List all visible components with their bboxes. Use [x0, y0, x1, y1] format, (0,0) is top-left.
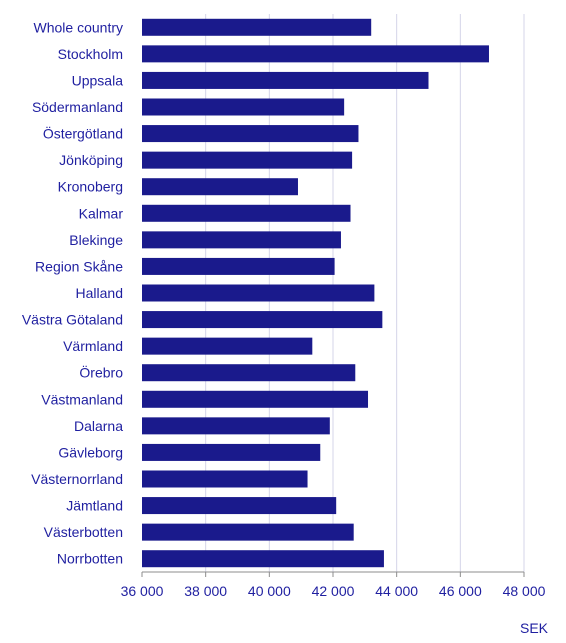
- bar: [142, 390, 369, 408]
- bar: [142, 71, 429, 89]
- category-label: Halland: [76, 285, 123, 301]
- bar: [142, 231, 341, 249]
- category-label: Örebro: [79, 364, 123, 381]
- x-tick-label: 48 000: [503, 583, 546, 599]
- bar: [142, 497, 337, 515]
- x-axis-ticks: 36 000 38 000 40 000 42 000 44 000 46 000 48 0…: [121, 572, 546, 599]
- x-tick-label: 40 000: [248, 583, 291, 599]
- category-label: Västra Götaland: [22, 312, 123, 328]
- bars: [142, 18, 489, 568]
- category-label: Västerbotten: [44, 524, 123, 540]
- bar: [142, 178, 298, 196]
- category-label: Region Skåne: [35, 258, 123, 274]
- category-label: Whole country: [34, 19, 123, 35]
- bar: [142, 18, 372, 36]
- category-label: Kronoberg: [58, 179, 123, 195]
- bar: [142, 550, 384, 568]
- bar: [142, 151, 353, 169]
- bar: [142, 337, 313, 355]
- x-tick-label: 42 000: [312, 583, 355, 599]
- bar: [142, 417, 330, 435]
- x-tick-label: 36 000: [121, 583, 164, 599]
- category-label: Västmanland: [41, 391, 123, 407]
- bar: [142, 204, 351, 222]
- category-label: Stockholm: [58, 46, 123, 62]
- x-tick-label: 46 000: [439, 583, 482, 599]
- category-labels: Whole country Stockholm Uppsala Södermanlan…: [22, 19, 123, 566]
- category-label: Dalarna: [74, 418, 123, 434]
- category-label: Södermanland: [32, 99, 123, 115]
- bar: [142, 257, 335, 275]
- bar: [142, 98, 345, 116]
- bar: [142, 45, 489, 63]
- x-tick-label: 38 000: [184, 583, 227, 599]
- category-label: Jönköping: [59, 152, 123, 168]
- category-label: Östergötland: [43, 125, 123, 142]
- bar: [142, 364, 356, 382]
- category-label: Västernorrland: [31, 471, 123, 487]
- category-label: Värmland: [63, 338, 123, 354]
- bar: [142, 311, 383, 329]
- bar: [142, 470, 308, 488]
- bar: [142, 523, 354, 541]
- bar: [142, 443, 321, 461]
- category-label: Norrbotten: [57, 551, 123, 567]
- bar: [142, 284, 375, 302]
- category-label: Uppsala: [72, 72, 124, 88]
- category-label: Jämtland: [66, 498, 123, 514]
- x-axis-unit-label: SEK: [520, 620, 549, 636]
- x-tick-label: 44 000: [375, 583, 418, 599]
- category-label: Blekinge: [69, 232, 123, 248]
- bar: [142, 125, 359, 143]
- category-label: Gävleborg: [58, 444, 123, 460]
- category-label: Kalmar: [79, 205, 124, 221]
